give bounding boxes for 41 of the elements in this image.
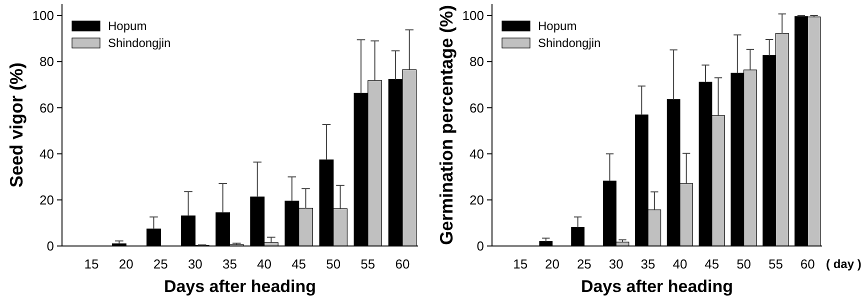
x-tick-label: 25 bbox=[153, 256, 168, 272]
x-tick-label: 35 bbox=[222, 256, 237, 272]
y-axis-title: Germination percentage (%) bbox=[436, 4, 456, 246]
y-tick-label: 0 bbox=[476, 238, 484, 254]
x-tick-label: 45 bbox=[704, 256, 720, 272]
x-tick-label: 50 bbox=[736, 256, 752, 272]
y-tick-label: 100 bbox=[32, 8, 54, 24]
y-tick-label: 60 bbox=[40, 100, 54, 116]
y-tick-label: 20 bbox=[40, 192, 54, 208]
x-tick-label: 55 bbox=[768, 256, 783, 272]
y-tick-label: 0 bbox=[46, 238, 54, 254]
legend-label: Shindongjin bbox=[108, 36, 171, 50]
x-tick-label: 40 bbox=[257, 256, 272, 272]
y-tick-label: 20 bbox=[470, 192, 484, 208]
y-tick-label: 40 bbox=[40, 146, 54, 162]
x-axis-title: Days after heading bbox=[580, 276, 734, 296]
x-tick-label: 35 bbox=[640, 256, 656, 272]
x-tick-label: 40 bbox=[672, 256, 688, 272]
y-tick-label: 40 bbox=[470, 146, 484, 162]
x-axis-title: Days after heading bbox=[164, 276, 316, 296]
x-tick-label: 45 bbox=[292, 256, 306, 272]
x-tick-label: 50 bbox=[326, 256, 341, 272]
x-tick-label: 15 bbox=[513, 256, 528, 272]
x-tick-label: 30 bbox=[608, 256, 624, 272]
x-tick-label: 55 bbox=[360, 256, 376, 272]
y-tick-label: 80 bbox=[470, 54, 484, 70]
x-tick-label: 20 bbox=[545, 256, 560, 272]
legend-label: Hopum bbox=[108, 19, 147, 34]
x-tick-label: 30 bbox=[188, 256, 202, 272]
x-tick-label: 15 bbox=[84, 256, 99, 272]
x-tick-label: 20 bbox=[118, 256, 134, 272]
text: ( day ) bbox=[826, 257, 862, 272]
legend-label: Shindongjin bbox=[538, 36, 601, 50]
y-tick-label: 100 bbox=[462, 8, 484, 24]
x-tick-label: 25 bbox=[576, 256, 592, 272]
y-tick-label: 60 bbox=[470, 100, 484, 116]
y-axis-title: Seed vigor (%) bbox=[6, 62, 26, 188]
legend-label: Hopum bbox=[538, 19, 577, 34]
x-tick-label: 60 bbox=[395, 256, 410, 272]
y-tick-label: 80 bbox=[40, 54, 54, 70]
x-tick-label: 60 bbox=[800, 256, 815, 272]
